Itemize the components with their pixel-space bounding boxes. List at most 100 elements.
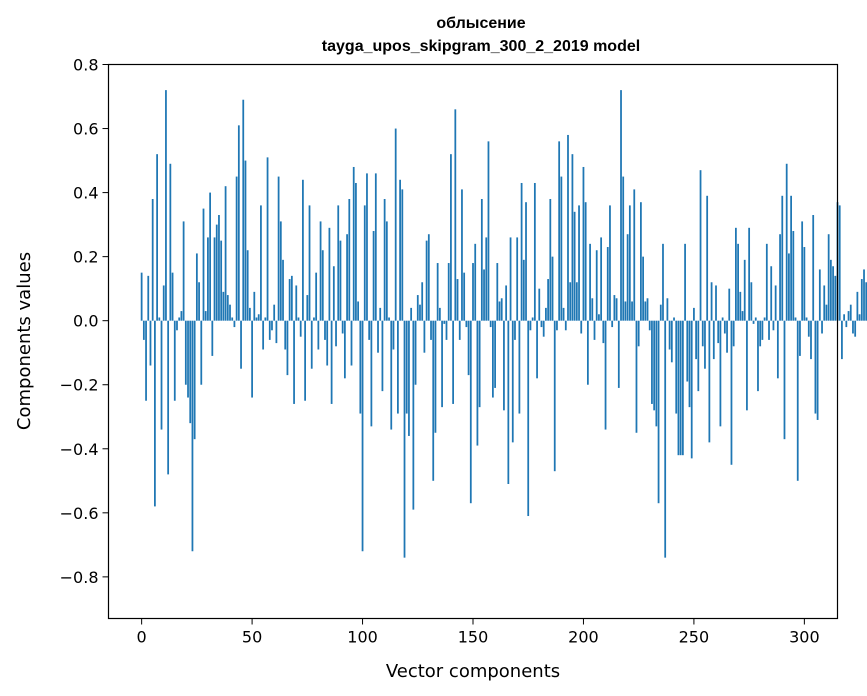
bar <box>591 298 594 321</box>
bar <box>233 320 236 328</box>
bar <box>167 320 170 475</box>
bar <box>372 231 375 321</box>
x-tick-label: 300 <box>789 628 820 647</box>
bar <box>580 320 583 334</box>
bar <box>626 234 629 321</box>
bar <box>317 320 320 350</box>
plot-frame <box>107 63 839 620</box>
bar <box>631 301 633 321</box>
bar <box>235 176 238 321</box>
y-tick-label: 0.4 <box>73 184 98 203</box>
bar <box>313 317 315 321</box>
bar <box>765 243 768 321</box>
bar <box>240 320 242 369</box>
bar <box>545 307 547 321</box>
bar <box>154 320 156 507</box>
bar <box>602 320 605 344</box>
bar <box>847 311 850 321</box>
bar <box>423 320 426 353</box>
bar <box>478 320 481 408</box>
bar <box>218 215 220 321</box>
bar <box>708 320 711 443</box>
bar <box>858 314 861 321</box>
bar <box>750 282 753 321</box>
bar <box>648 320 651 331</box>
bar <box>719 320 722 427</box>
bar <box>818 269 821 321</box>
bar <box>337 205 340 321</box>
bar <box>275 320 278 344</box>
bar <box>761 320 764 340</box>
bar <box>438 307 441 321</box>
bar <box>430 320 432 340</box>
bar <box>480 199 483 321</box>
bar <box>628 205 631 321</box>
bar <box>273 304 276 321</box>
bar <box>399 179 401 321</box>
bar <box>816 320 819 420</box>
y-tick-label: −0.2 <box>60 376 99 395</box>
bar <box>748 227 751 321</box>
bar <box>379 307 382 321</box>
bar <box>509 237 512 321</box>
bar <box>739 291 742 321</box>
x-tick-label: 100 <box>347 628 378 647</box>
bar <box>573 211 576 321</box>
bar <box>251 320 253 398</box>
bar <box>609 205 611 321</box>
bar <box>531 317 534 321</box>
bar <box>810 320 812 360</box>
bar <box>498 301 501 321</box>
y-tick-label: 0.6 <box>73 120 98 139</box>
bar <box>600 237 603 321</box>
bar <box>165 90 167 321</box>
bar <box>277 176 280 321</box>
bar <box>392 320 395 350</box>
bar <box>781 195 784 321</box>
bar <box>162 285 165 321</box>
bar <box>730 320 733 465</box>
bar <box>598 314 600 321</box>
bar <box>458 320 461 340</box>
bar <box>681 320 684 456</box>
bar <box>483 269 485 321</box>
bar <box>622 176 625 321</box>
bar <box>723 320 726 334</box>
bar <box>195 253 198 321</box>
bar <box>209 192 211 321</box>
bar <box>257 314 260 321</box>
bar <box>405 320 408 414</box>
bar <box>704 320 706 369</box>
bar <box>578 205 580 321</box>
bar <box>200 320 203 385</box>
bar <box>768 320 770 340</box>
bar <box>662 243 664 321</box>
y-tick-label: −0.8 <box>60 568 99 587</box>
bar <box>306 295 309 321</box>
bar <box>377 320 379 353</box>
bar <box>408 320 410 436</box>
bar <box>741 311 744 321</box>
bar <box>754 317 757 321</box>
bar <box>666 298 669 321</box>
bar <box>308 205 311 321</box>
bar <box>838 205 841 321</box>
bar <box>412 320 415 510</box>
bar <box>302 179 304 321</box>
bar <box>540 320 543 328</box>
bar <box>533 182 536 321</box>
bar <box>757 320 759 392</box>
bar <box>207 237 209 321</box>
bar <box>145 320 147 401</box>
bar <box>222 291 225 321</box>
bar <box>536 320 538 379</box>
bar <box>463 272 466 321</box>
bar <box>735 227 737 321</box>
bar <box>260 205 262 321</box>
bar <box>328 227 331 321</box>
bar <box>171 272 174 321</box>
bar <box>335 320 337 347</box>
bar <box>229 304 231 321</box>
bar <box>357 301 360 321</box>
bar <box>688 320 691 408</box>
